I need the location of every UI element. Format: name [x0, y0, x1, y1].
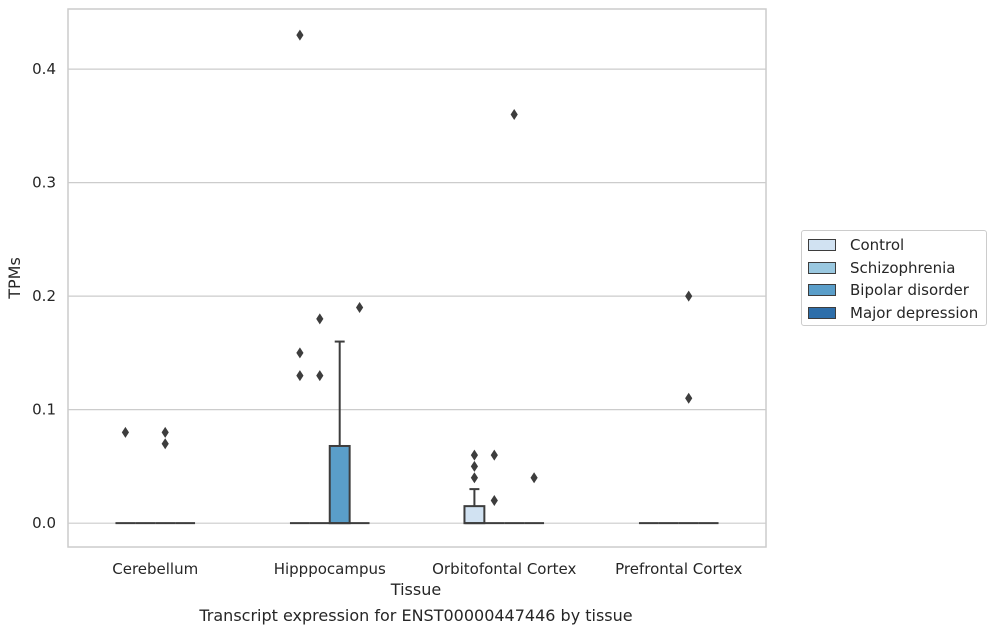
outlier-point [316, 370, 324, 382]
y-axis-title: TPMs [5, 257, 24, 300]
y-tick-label: 0.3 [32, 174, 56, 192]
box [463, 505, 486, 525]
outlier-point [470, 460, 479, 472]
legend: Control Schizophrenia Bipolar disorder M… [801, 230, 987, 326]
x-axis-title: Tissue [390, 580, 442, 599]
plot-frame [67, 8, 767, 548]
legend-swatch-major-depression [808, 306, 836, 319]
outlier-point [296, 29, 304, 41]
legend-label-bipolar-disorder: Bipolar disorder [850, 281, 969, 299]
legend-label-major-depression: Major depression [850, 303, 979, 322]
outlier-point [685, 290, 693, 302]
outlier-point [296, 370, 304, 382]
outlier-point [490, 449, 498, 461]
x-tick-label: Hipppocampus [274, 560, 386, 578]
legend-item-control: Control [808, 235, 904, 255]
outlier-point [490, 494, 498, 506]
y-tick-label: 0.4 [32, 60, 56, 78]
outlier-point [470, 449, 479, 461]
outlier-point [121, 426, 130, 438]
outlier-point [685, 392, 693, 404]
outlier-point [316, 313, 324, 325]
outlier-point [530, 472, 538, 484]
y-tick-label: 0.2 [32, 287, 56, 305]
legend-item-schizophrenia: Schizophrenia [808, 258, 955, 278]
legend-label-schizophrenia: Schizophrenia [850, 258, 956, 277]
outlier-point [161, 438, 169, 450]
legend-swatch-bipolar-disorder [808, 284, 836, 296]
y-tick-label: 0.0 [32, 514, 56, 532]
x-tick-label: Cerebellum [112, 560, 198, 578]
legend-label-control: Control [850, 236, 905, 254]
legend-item-bipolar-disorder: Bipolar disorder [808, 280, 969, 300]
legend-swatch-control [808, 239, 836, 251]
legend-item-major-depression: Major depression [808, 303, 978, 323]
outlier-point [296, 347, 304, 359]
outlier-point [161, 426, 169, 438]
outlier-point [470, 472, 479, 484]
legend-swatch-schizophrenia [808, 261, 836, 274]
outlier-point [355, 302, 364, 314]
outlier-point [510, 109, 518, 121]
x-tick-label: Prefrontal Cortex [615, 560, 742, 578]
box [328, 444, 351, 525]
x-tick-label: Orbitofontal Cortex [432, 560, 576, 578]
chart-caption: Transcript expression for ENST0000044744… [199, 606, 633, 625]
y-tick-label: 0.1 [32, 401, 56, 419]
